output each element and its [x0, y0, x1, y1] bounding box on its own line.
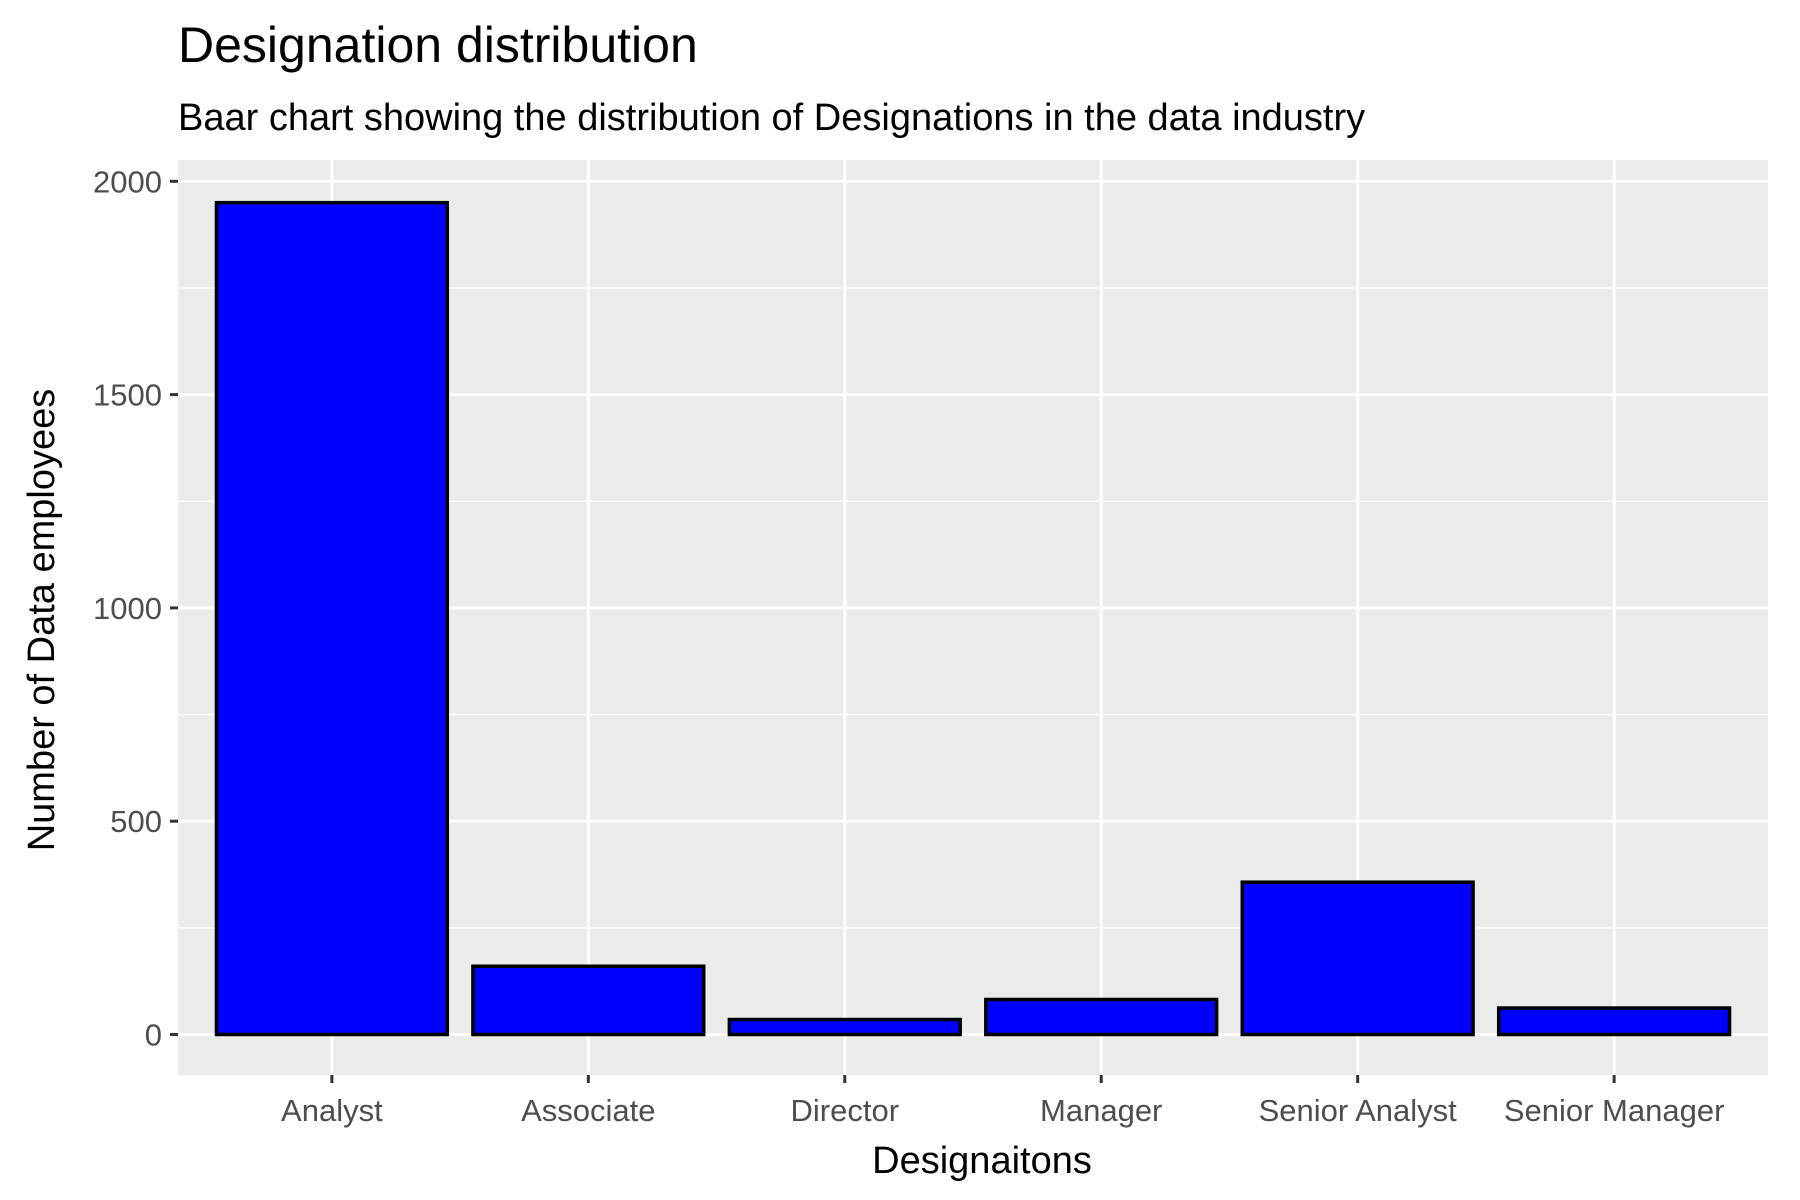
- bar-senior-manager: [1496, 1006, 1732, 1037]
- x-axis: Analyst Associate Director Manager Senior An…: [281, 1075, 1724, 1128]
- chart-title: Designation distribution: [178, 17, 698, 73]
- y-axis: 0 500 1000 1500 2000: [93, 164, 178, 1052]
- x-tick-label: Senior Manager: [1504, 1093, 1725, 1128]
- x-tick-label: Senior Analyst: [1259, 1093, 1458, 1128]
- y-axis-title: Number of Data employees: [21, 389, 63, 852]
- x-tick-label: Director: [791, 1093, 900, 1128]
- bar-associate: [471, 964, 706, 1037]
- x-tick-label: Manager: [1040, 1093, 1162, 1128]
- y-tick-label: 0: [145, 1017, 162, 1052]
- x-tick-label: Analyst: [281, 1093, 383, 1128]
- bar-manager: [984, 997, 1219, 1037]
- x-tick-label: Associate: [521, 1093, 655, 1128]
- x-axis-title: Designaitons: [872, 1140, 1092, 1182]
- bar-senior-analyst: [1240, 880, 1475, 1037]
- bar-analyst: [214, 200, 450, 1037]
- chart-subtitle: Baar chart showing the distribution of D…: [178, 97, 1365, 139]
- y-tick-label: 1500: [93, 378, 162, 413]
- y-tick-label: 2000: [93, 164, 162, 199]
- y-tick-label: 1000: [93, 591, 162, 626]
- y-tick-label: 500: [110, 804, 162, 839]
- bar-director: [727, 1017, 962, 1037]
- bars: [214, 200, 1732, 1037]
